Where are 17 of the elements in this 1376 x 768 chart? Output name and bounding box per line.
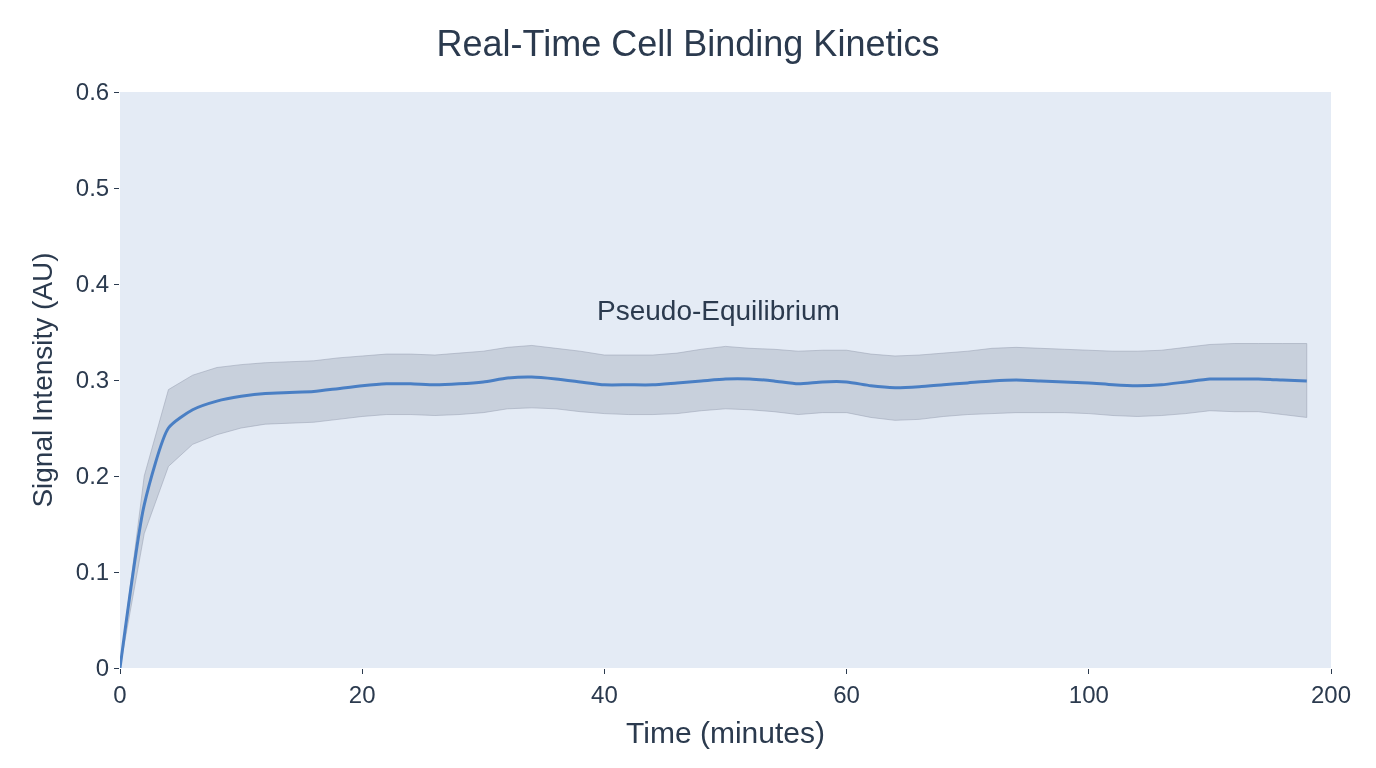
x-tick-label: 20 xyxy=(348,680,376,708)
y-tick-label: 0.6 xyxy=(75,78,110,106)
y-tick-label: 0.1 xyxy=(75,558,110,586)
y-tick-label: 0.2 xyxy=(75,462,110,490)
y-tick-label: 0.4 xyxy=(75,270,110,298)
y-tick-label: 0 xyxy=(95,654,110,682)
x-tick-label: 100 xyxy=(1068,680,1109,708)
y-axis-title: Signal Intensity (AU) xyxy=(26,252,58,508)
x-tick-label: 60 xyxy=(833,680,860,708)
x-tick-label: 200 xyxy=(1310,680,1352,708)
x-tick-label: 40 xyxy=(591,680,618,708)
annotation: Pseudo-Equilibrium xyxy=(597,295,840,326)
x-tick-label: 0 xyxy=(113,680,127,708)
chart-title: Real-Time Cell Binding Kinetics xyxy=(436,22,940,64)
y-tick-label: 0.3 xyxy=(75,366,110,394)
y-tick-label: 0.5 xyxy=(75,174,110,202)
x-axis-title: Time (minutes) xyxy=(626,716,825,750)
